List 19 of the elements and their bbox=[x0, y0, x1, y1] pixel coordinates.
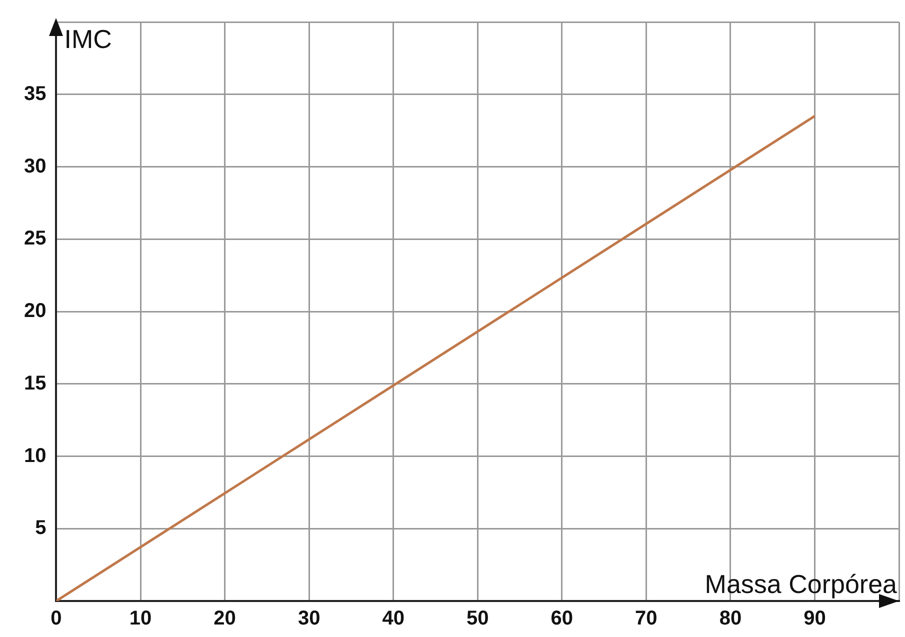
y-tick-label: 25 bbox=[24, 228, 46, 250]
x-tick-label: 10 bbox=[129, 608, 152, 630]
x-axis-title: Massa Corpórea bbox=[704, 569, 898, 600]
x-tick-label: 80 bbox=[719, 608, 742, 630]
x-tick-label: 90 bbox=[804, 608, 826, 630]
x-tick-label: 50 bbox=[466, 608, 489, 630]
x-tick-label: 0 bbox=[50, 608, 62, 630]
y-tick-label: 20 bbox=[24, 300, 46, 322]
y-tick-label: 5 bbox=[35, 517, 46, 540]
x-tick-label: 70 bbox=[635, 608, 658, 630]
y-tick-label: 15 bbox=[24, 372, 46, 394]
y-axis-title: IMC bbox=[64, 24, 112, 54]
x-tick-label: 30 bbox=[298, 608, 320, 630]
x-tick-label: 60 bbox=[550, 608, 574, 630]
x-tick-label: 20 bbox=[214, 608, 236, 630]
x-tick-label: 40 bbox=[382, 608, 404, 630]
y-tick-label: 10 bbox=[24, 444, 46, 467]
y-tick-label: 35 bbox=[24, 82, 46, 105]
y-tick-label: 30 bbox=[24, 155, 46, 178]
